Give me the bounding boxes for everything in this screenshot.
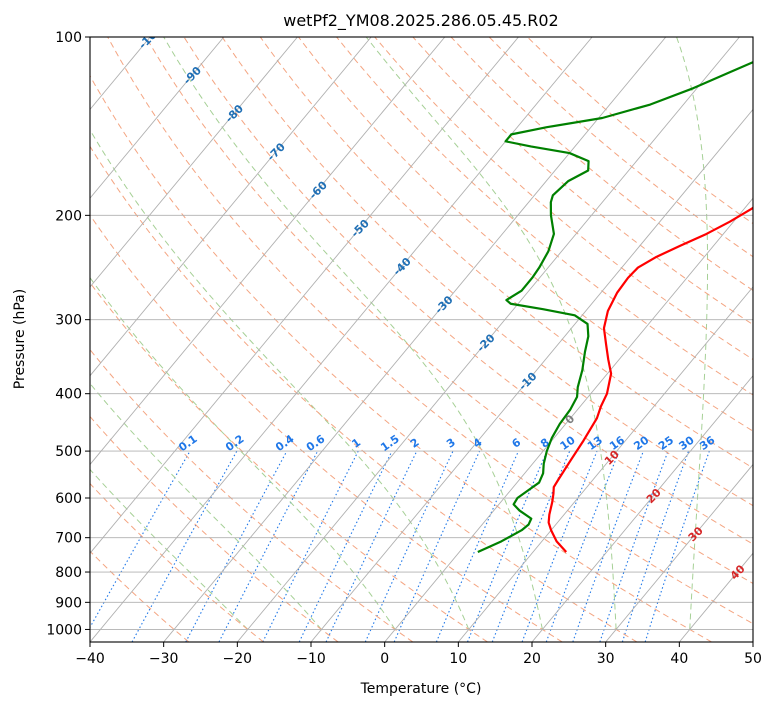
y-tick-label: 700 bbox=[55, 531, 82, 547]
x-tick-label: 50 bbox=[744, 651, 762, 667]
moist-adiabat-line bbox=[90, 382, 322, 630]
dry-adiabat-line bbox=[90, 281, 488, 642]
x-tick-label: 30 bbox=[597, 651, 615, 667]
dry-adiabat-line bbox=[90, 482, 264, 642]
x-axis-ticks: −40 −30 −20 −10 0 10 20 30 40 50 bbox=[75, 642, 762, 667]
dry-adiabat-lines bbox=[90, 37, 753, 642]
dry-adiabat-line bbox=[374, 37, 753, 361]
profile-line bbox=[547, 206, 753, 553]
moist-adiabat-line bbox=[676, 37, 709, 630]
isotherm-line bbox=[531, 375, 753, 642]
y-tick-label: 400 bbox=[55, 387, 82, 403]
isotherm-line bbox=[90, 37, 298, 288]
mixing-ratio-line bbox=[185, 450, 288, 642]
x-axis-label: Temperature (°C) bbox=[360, 681, 482, 697]
mixing-ratio-line bbox=[621, 450, 690, 642]
isobar-grid-lines bbox=[90, 37, 753, 630]
profile-lines bbox=[477, 60, 753, 553]
isotherm-line bbox=[90, 37, 225, 199]
x-tick-label: 10 bbox=[449, 651, 467, 667]
mixing-ratio-line bbox=[393, 450, 481, 642]
y-tick-label: 200 bbox=[55, 208, 82, 224]
mixing-ratio-line bbox=[521, 450, 598, 642]
y-tick-label: 300 bbox=[55, 313, 82, 329]
mixing-ratio-line bbox=[466, 450, 548, 642]
x-tick-label: 0 bbox=[380, 651, 389, 667]
x-tick-label: 20 bbox=[523, 651, 541, 667]
profile-line bbox=[477, 60, 753, 553]
plot-frame bbox=[89, 36, 754, 643]
y-tick-label: 900 bbox=[55, 595, 82, 611]
moist-adiabat-line bbox=[163, 37, 543, 630]
x-tick-label: −20 bbox=[223, 651, 253, 667]
isotherm-line bbox=[90, 37, 519, 554]
dry-adiabat-line bbox=[90, 74, 712, 642]
y-axis-ticks: 100 200 300 400 500 600 700 800 900 1000 bbox=[46, 30, 90, 638]
isotherm-line bbox=[457, 286, 753, 642]
moist-adiabat-line bbox=[365, 37, 617, 630]
y-tick-label: 1000 bbox=[46, 622, 82, 638]
dry-adiabat-line bbox=[336, 37, 753, 396]
mixing-ratio-line bbox=[572, 450, 644, 642]
mixing-ratio-line bbox=[545, 450, 620, 642]
isotherm-line bbox=[236, 37, 740, 642]
mixing-ratio-line bbox=[262, 450, 359, 642]
isotherm-line bbox=[384, 197, 753, 642]
mixing-ratio-line bbox=[644, 450, 710, 642]
isotherm-line bbox=[310, 108, 753, 642]
mixing-ratio-line bbox=[90, 450, 191, 629]
mixing-ratio-line bbox=[435, 450, 519, 642]
y-tick-label: 500 bbox=[55, 444, 82, 460]
moist-adiabat-line bbox=[90, 276, 396, 630]
mixing-ratio-line bbox=[599, 450, 669, 642]
y-tick-label: 100 bbox=[55, 30, 82, 46]
isotherm-line bbox=[90, 37, 372, 377]
isotherm-line bbox=[90, 37, 446, 466]
x-tick-label: 40 bbox=[670, 651, 688, 667]
dry-adiabat-line bbox=[412, 37, 753, 326]
x-tick-label: −40 bbox=[75, 651, 105, 667]
isotherm-line bbox=[163, 37, 667, 642]
mixing-ratio-lines bbox=[90, 450, 710, 642]
y-axis-label: Pressure (hPa) bbox=[12, 289, 28, 389]
dry-adiabat-line bbox=[90, 348, 414, 642]
chart-title: wetPf2_YM08.2025.286.05.45.R02 bbox=[283, 11, 558, 31]
x-tick-label: −10 bbox=[296, 651, 326, 667]
dry-adiabat-line bbox=[90, 145, 638, 642]
y-tick-label: 600 bbox=[55, 491, 82, 507]
x-tick-label: −30 bbox=[149, 651, 179, 667]
y-tick-label: 800 bbox=[55, 565, 82, 581]
dry-adiabat-line bbox=[90, 550, 190, 642]
isotherm-line bbox=[605, 463, 753, 642]
